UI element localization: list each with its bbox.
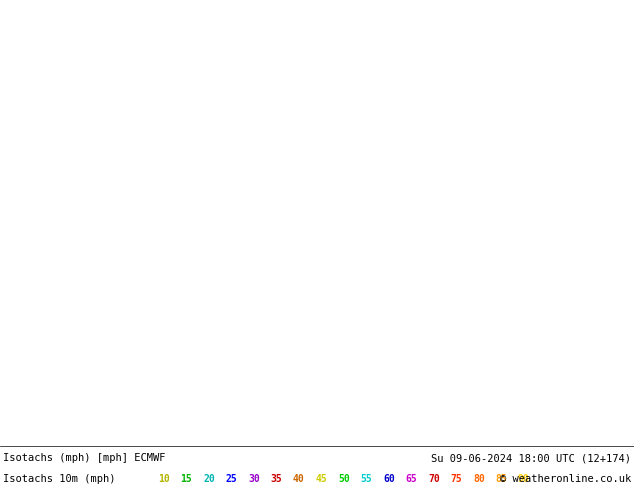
Text: Isotachs 10m (mph): Isotachs 10m (mph) — [3, 474, 115, 484]
Text: 40: 40 — [293, 474, 305, 484]
Text: 75: 75 — [451, 474, 462, 484]
Text: 55: 55 — [361, 474, 372, 484]
Text: 30: 30 — [248, 474, 260, 484]
Text: 65: 65 — [406, 474, 417, 484]
Text: 50: 50 — [338, 474, 350, 484]
Text: 15: 15 — [181, 474, 192, 484]
Text: © weatheronline.co.uk: © weatheronline.co.uk — [500, 474, 631, 484]
Text: 35: 35 — [271, 474, 282, 484]
Text: Isotachs (mph) [mph] ECMWF: Isotachs (mph) [mph] ECMWF — [3, 453, 165, 464]
Text: 85: 85 — [496, 474, 507, 484]
Text: 25: 25 — [226, 474, 237, 484]
Text: 10: 10 — [158, 474, 170, 484]
Text: 70: 70 — [428, 474, 440, 484]
Text: 90: 90 — [518, 474, 530, 484]
Text: 80: 80 — [473, 474, 485, 484]
Text: 20: 20 — [203, 474, 215, 484]
Text: Su 09-06-2024 18:00 UTC (12+174): Su 09-06-2024 18:00 UTC (12+174) — [431, 453, 631, 464]
Text: 45: 45 — [316, 474, 327, 484]
Text: 60: 60 — [383, 474, 395, 484]
